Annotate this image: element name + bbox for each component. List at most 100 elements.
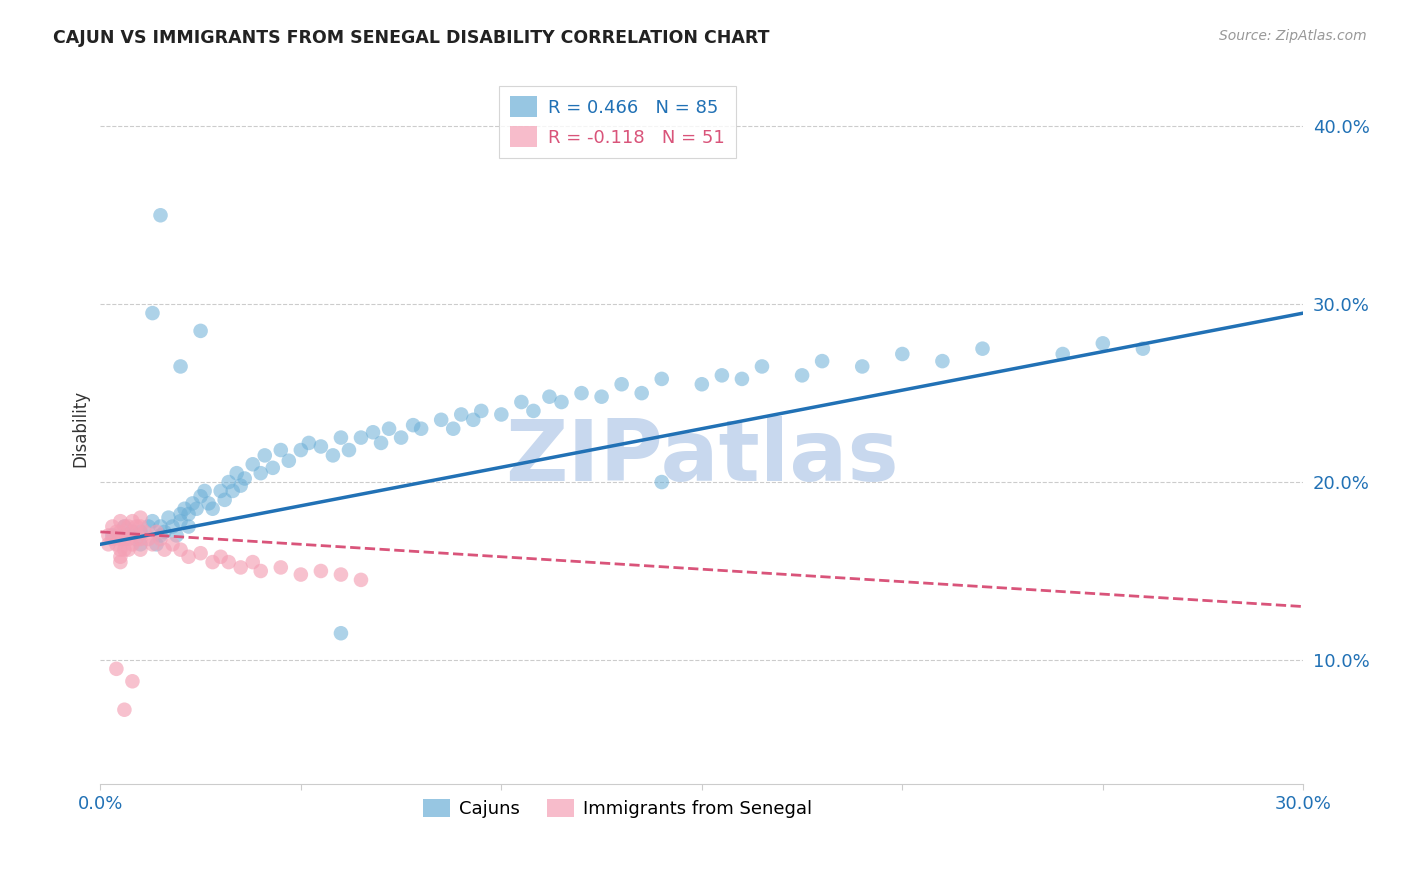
Point — [177, 507, 200, 521]
Point — [110, 542, 132, 557]
Point — [270, 443, 292, 458]
Point — [112, 542, 135, 557]
Text: CAJUN VS IMMIGRANTS FROM SENEGAL DISABILITY CORRELATION CHART: CAJUN VS IMMIGRANTS FROM SENEGAL DISABIL… — [53, 29, 770, 46]
Point — [173, 501, 195, 516]
Point — [197, 496, 219, 510]
Point — [141, 514, 163, 528]
Point — [149, 532, 172, 546]
Point — [470, 404, 492, 418]
Point — [162, 537, 184, 551]
Point — [731, 372, 754, 386]
Point — [105, 524, 128, 539]
Point — [97, 537, 120, 551]
Point — [277, 454, 299, 468]
Point — [242, 457, 264, 471]
Point — [190, 546, 212, 560]
Point — [262, 460, 284, 475]
Point — [242, 555, 264, 569]
Point — [630, 386, 652, 401]
Point — [1132, 342, 1154, 356]
Point — [329, 431, 352, 445]
Point — [138, 532, 160, 546]
Point — [298, 436, 321, 450]
Point — [121, 537, 143, 551]
Point — [441, 422, 464, 436]
Point — [1091, 336, 1114, 351]
Point — [194, 483, 217, 498]
Point — [105, 662, 128, 676]
Point — [190, 489, 212, 503]
Text: ZIPatlas: ZIPatlas — [505, 416, 898, 499]
Point — [149, 519, 172, 533]
Point — [209, 483, 232, 498]
Point — [221, 483, 243, 498]
Point — [309, 564, 332, 578]
Point — [378, 422, 401, 436]
Point — [270, 560, 292, 574]
Point — [169, 542, 191, 557]
Point — [190, 324, 212, 338]
Point — [790, 368, 813, 383]
Point — [117, 519, 139, 533]
Point — [112, 519, 135, 533]
Point — [370, 436, 392, 450]
Point — [402, 418, 425, 433]
Point — [141, 306, 163, 320]
Point — [610, 377, 633, 392]
Point — [129, 537, 152, 551]
Point — [149, 528, 172, 542]
Point — [229, 478, 252, 492]
Point — [117, 542, 139, 557]
Point — [253, 449, 276, 463]
Point — [145, 537, 167, 551]
Point — [851, 359, 873, 374]
Point — [110, 524, 132, 539]
Point — [931, 354, 953, 368]
Point — [169, 359, 191, 374]
Point — [209, 549, 232, 564]
Point — [166, 528, 188, 542]
Point — [389, 431, 412, 445]
Point — [591, 390, 613, 404]
Point — [290, 443, 312, 458]
Point — [891, 347, 914, 361]
Point — [651, 372, 673, 386]
Point — [121, 524, 143, 539]
Point — [125, 519, 148, 533]
Point — [112, 532, 135, 546]
Point — [105, 537, 128, 551]
Point — [129, 542, 152, 557]
Point — [350, 573, 373, 587]
Point — [101, 519, 124, 533]
Point — [218, 475, 240, 489]
Point — [162, 519, 184, 533]
Point — [329, 567, 352, 582]
Point — [121, 524, 143, 539]
Point — [249, 564, 271, 578]
Point — [411, 422, 433, 436]
Point — [510, 395, 533, 409]
Point — [710, 368, 733, 383]
Point — [218, 555, 240, 569]
Point — [491, 408, 513, 422]
Y-axis label: Disability: Disability — [72, 390, 89, 467]
Point — [350, 431, 373, 445]
Point — [134, 524, 156, 539]
Point — [169, 507, 191, 521]
Point — [121, 674, 143, 689]
Point — [186, 501, 208, 516]
Point — [110, 549, 132, 564]
Point — [522, 404, 544, 418]
Point — [97, 528, 120, 542]
Point — [181, 496, 204, 510]
Point — [751, 359, 773, 374]
Point — [177, 519, 200, 533]
Point — [101, 532, 124, 546]
Point — [129, 519, 152, 533]
Point — [157, 510, 180, 524]
Point — [153, 524, 176, 539]
Point — [201, 501, 224, 516]
Point — [1052, 347, 1074, 361]
Point — [177, 549, 200, 564]
Point — [125, 532, 148, 546]
